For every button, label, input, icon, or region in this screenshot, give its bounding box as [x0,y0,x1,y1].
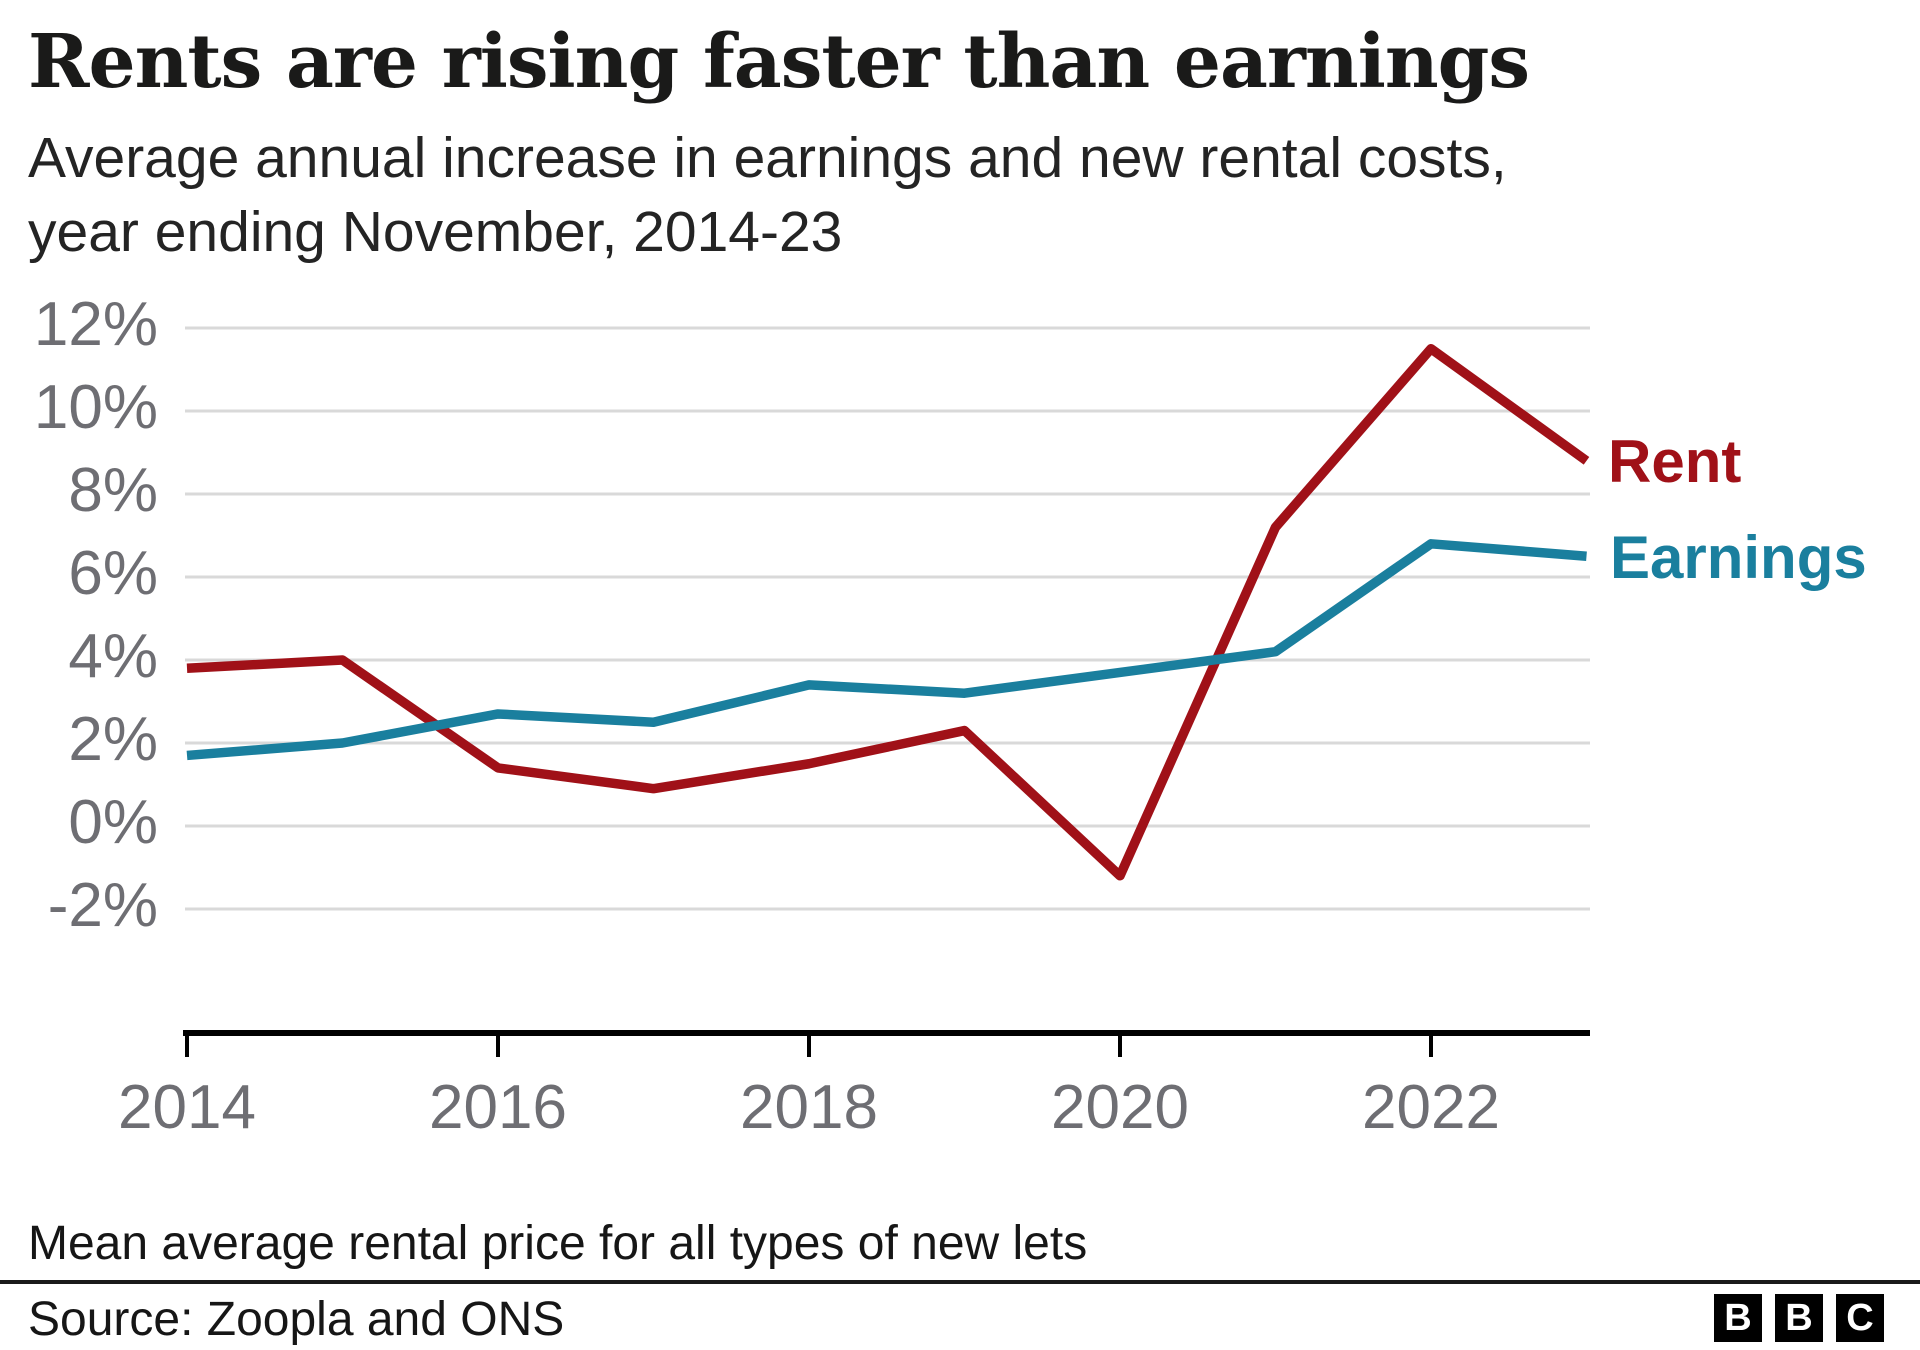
chart-subtitle: Average annual increase in earnings and … [28,121,1507,269]
series-line-earnings [186,539,1587,761]
chart-subtitle-line-2: year ending November, 2014-23 [28,200,843,264]
y-tick-label--2: -2% [48,871,158,940]
y-tick-label-10: 10% [34,373,158,442]
x-tick-label-2020: 2020 [1051,1073,1189,1142]
x-tick-label-2022: 2022 [1362,1073,1500,1142]
bbc-logo-block-3: C [1836,1294,1884,1342]
x-tick-label-2016: 2016 [429,1073,567,1142]
bbc-logo-block-2: B [1775,1294,1823,1342]
y-tick-label-0: 0% [68,788,158,857]
x-tick-label-2014: 2014 [118,1073,256,1142]
footer-divider [0,1280,1920,1284]
y-tick-label-2: 2% [68,705,158,774]
source-text: Source: Zoopla and ONS [28,1293,565,1346]
y-tick-label-6: 6% [68,539,158,608]
bbc-logo: B B C [1714,1294,1884,1342]
chart-title: Rents are rising faster than earnings [28,19,1530,105]
series-label-rent: Rent [1608,428,1742,495]
bbc-logo-block-1: B [1714,1294,1762,1342]
x-tick-label-2018: 2018 [740,1073,878,1142]
chart-subtitle-line-1: Average annual increase in earnings and … [28,126,1507,190]
y-tick-label-12: 12% [34,290,158,359]
series-label-earnings: Earnings [1610,524,1867,591]
chart-footnote: Mean average rental price for all types … [28,1217,1088,1270]
y-tick-label-4: 4% [68,622,158,691]
y-tick-label-8: 8% [68,456,158,525]
series-line-rent [186,344,1590,881]
